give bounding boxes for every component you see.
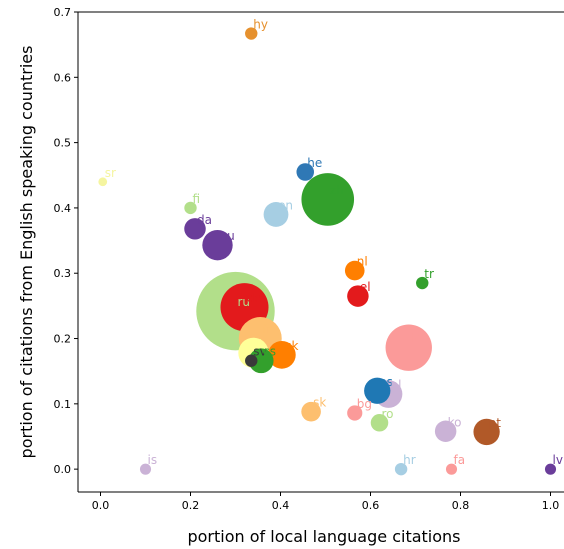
x-axis-label: portion of local language citations	[187, 527, 460, 546]
point-label-hu: hu	[220, 229, 235, 243]
point-zh	[301, 173, 355, 226]
point-es	[364, 377, 391, 404]
x-tick-label: 0.8	[452, 499, 470, 512]
y-tick-label: 0.6	[54, 71, 72, 84]
y-tick-label: 0.1	[54, 398, 72, 411]
point-label-sr: sr	[105, 166, 116, 180]
point-bg	[347, 405, 363, 421]
point-label-pl: pl	[391, 378, 402, 392]
point-label-es: es	[379, 375, 393, 389]
x-tick-label: 1.0	[542, 499, 560, 512]
y-tick-label: 0.3	[54, 267, 72, 280]
point-ja	[385, 324, 432, 371]
x-tick-label: 0.0	[92, 499, 110, 512]
point-label-is: is	[148, 453, 158, 467]
point-he	[296, 163, 315, 181]
point-label-en: en	[278, 198, 293, 212]
point-label-fr: fr	[262, 323, 271, 337]
point-hr	[394, 462, 408, 476]
x-tick-label: 0.6	[362, 499, 380, 512]
axes-layer: 0.0 0.2 0.4 0.6 0.8 1.0 0.0 0.1 0.2 0.3 0.4 0.5 0.6 0…	[54, 6, 564, 512]
point-uk	[267, 340, 296, 369]
point-pt	[473, 418, 500, 446]
y-tick-label: 0.5	[54, 137, 72, 150]
point-is	[139, 463, 152, 475]
point-label-bg: bg	[357, 397, 372, 411]
y-tick-label: 0.2	[54, 333, 72, 346]
point-label-tr: tr	[424, 267, 434, 281]
point-fa	[445, 463, 458, 475]
points-layer	[98, 27, 557, 476]
point-ko	[434, 420, 457, 443]
point-label-lv: lv	[553, 453, 563, 467]
point-label-de: de	[247, 291, 262, 305]
point-lv	[544, 463, 557, 475]
point-label-zh: zh	[330, 183, 344, 197]
point-label-fi: fi	[193, 192, 201, 206]
y-tick-label: 0.4	[54, 202, 72, 215]
point-da	[184, 218, 206, 240]
point-cs	[248, 348, 274, 374]
point-label-pt: pt	[489, 416, 502, 430]
point-el	[347, 285, 369, 307]
point-label-da: da	[197, 213, 212, 227]
point-label-fa: fa	[454, 453, 466, 467]
point-nl	[344, 260, 365, 281]
point-hy	[245, 27, 258, 40]
point-label-ko: ko	[448, 415, 462, 429]
y-tick-label: 0.0	[54, 463, 72, 476]
point-label-hy: hy	[253, 18, 268, 32]
y-tick-label: 0.7	[54, 6, 72, 19]
point-label-ja: ja	[410, 332, 422, 346]
point-label-sv: sv	[253, 345, 266, 359]
point-label-it: it	[256, 337, 264, 351]
point-sk	[301, 401, 321, 422]
point-label-ro: ro	[382, 407, 394, 421]
x-tick-label: 0.2	[182, 499, 200, 512]
point-en	[263, 202, 289, 227]
point-label-hr: hr	[403, 453, 416, 467]
point-label-ru: ru	[238, 295, 251, 309]
point-label-nl: nl	[357, 255, 368, 269]
x-tick-label: 0.4	[272, 499, 290, 512]
point-hu	[202, 229, 233, 261]
point-label-uk: uk	[284, 339, 299, 353]
y-axis-label: portion of citations from English speaki…	[17, 46, 36, 459]
point-sv	[245, 354, 258, 367]
point-ro	[370, 414, 389, 432]
point-fi	[184, 201, 197, 215]
point-sr	[98, 177, 108, 187]
point-tr	[416, 276, 429, 290]
point-label-he: he	[307, 156, 322, 170]
point-label-el: el	[360, 280, 371, 294]
point-label-sk: sk	[313, 396, 326, 410]
point-label-cs: cs	[263, 345, 276, 359]
